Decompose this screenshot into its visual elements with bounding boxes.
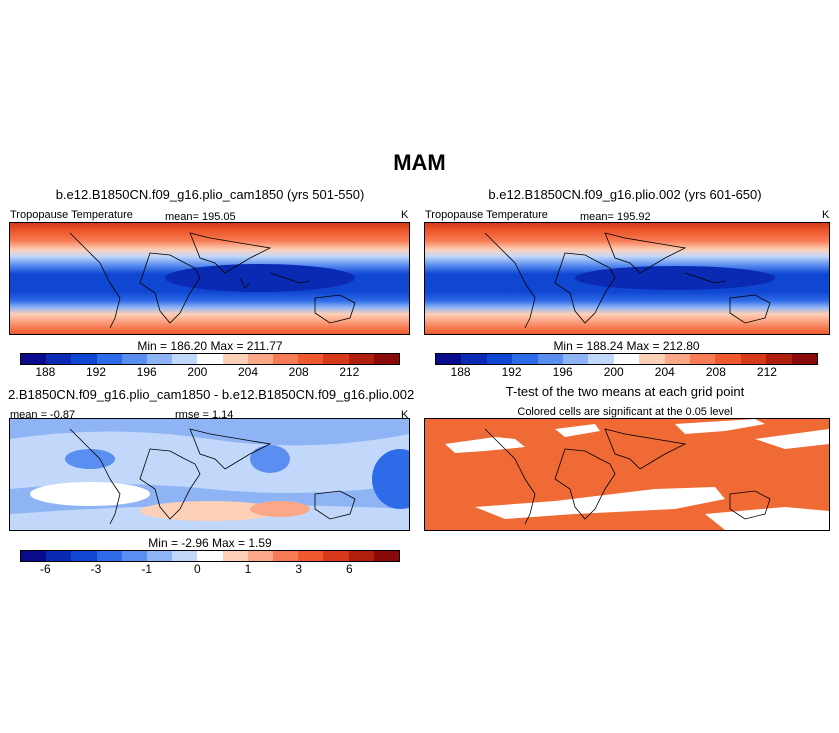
colorbar-tick-label: 192	[501, 365, 522, 379]
colorbar-segment	[197, 551, 223, 561]
colorbar-segment	[46, 551, 72, 561]
colorbar-segment	[740, 354, 767, 364]
colorbar-tick-label: 212	[339, 365, 360, 379]
panel3-title: 2.B1850CN.f09_g16.plio_cam1850 - b.e12.B…	[8, 387, 415, 402]
colorbar-segment	[71, 551, 97, 561]
colorbar-segment	[791, 354, 818, 364]
colorbar-segment	[247, 354, 274, 364]
colorbar-tick-label: 1	[244, 562, 252, 576]
colorbar-segment	[690, 354, 716, 364]
panel4-title: T-test of the two means at each grid poi…	[505, 384, 745, 399]
colorbar-tick-label: 208	[288, 365, 309, 379]
panel1-colorbar	[20, 353, 400, 365]
colorbar-tick-label: -6	[39, 562, 51, 576]
colorbar-tick-label: 3	[295, 562, 302, 576]
colorbar-segment	[323, 354, 349, 364]
colorbar-segment	[21, 551, 47, 561]
colorbar-tick-label: -3	[90, 562, 102, 576]
colorbar-segment	[348, 551, 374, 561]
colorbar-segment	[348, 354, 374, 364]
colorbar-segment	[96, 551, 122, 561]
colorbar-tick-label: 204	[237, 365, 259, 379]
colorbar-segment	[247, 551, 274, 561]
colorbar-tick-label: 188	[450, 365, 471, 379]
panel2-mean-label: mean= 195.92	[580, 211, 651, 223]
colorbar-segment	[436, 354, 462, 364]
colorbar-segment	[273, 551, 299, 561]
colorbar-segment	[715, 354, 741, 364]
colorbar-segment	[512, 354, 538, 364]
panel3-stats: Min = -2.96 Max = 1.59	[148, 536, 272, 550]
colorbar-tick-label: 192	[85, 365, 107, 379]
panel3-unit-label: K	[401, 409, 409, 421]
panel4-subtitle: Colored cells are significant at the 0.0…	[517, 406, 733, 418]
colorbar-segment	[664, 354, 691, 364]
colorbar-tick-label: -1	[141, 562, 152, 576]
panel2-variable-label: Tropopause Temperature	[425, 209, 548, 221]
colorbar-segment	[172, 354, 198, 364]
colorbar-segment	[298, 551, 324, 561]
panel2-unit-label: K	[822, 209, 830, 221]
colorbar-segment	[461, 354, 487, 364]
panel3-colorbar-labels: -6 -3 -1 0 1 3 6	[20, 562, 400, 576]
panel3-colorbar	[20, 550, 400, 562]
colorbar-segment	[373, 354, 400, 364]
panel2-colorbar-labels: 188 192 196 200 204 208 212	[435, 365, 818, 379]
colorbar-segment	[46, 354, 72, 364]
panel2-stats: Min = 188.24 Max = 212.80	[553, 339, 700, 353]
colorbar-tick-label: 204	[654, 365, 675, 379]
colorbar-segment	[298, 354, 324, 364]
colorbar-tick-label: 0	[193, 562, 201, 576]
colorbar-segment	[222, 551, 248, 561]
panel1-colorbar-labels: 188 192 196 200 204 208 212	[20, 365, 400, 379]
colorbar-tick-label: 188	[35, 365, 56, 379]
colorbar-segment	[197, 354, 223, 364]
colorbar-segment	[147, 551, 173, 561]
colorbar-segment	[486, 354, 513, 364]
colorbar-segment	[639, 354, 665, 364]
panel4-map	[424, 418, 830, 531]
colorbar-segment	[121, 551, 148, 561]
colorbar-segment	[766, 354, 792, 364]
colorbar-segment	[96, 354, 122, 364]
panel1-mean-label: mean= 195.05	[165, 211, 236, 223]
colorbar-tick-label: 200	[603, 365, 624, 379]
colorbar-tick-label: 212	[756, 365, 777, 379]
panel1-variable-label: Tropopause Temperature	[10, 209, 133, 221]
colorbar-segment	[273, 354, 299, 364]
colorbar-tick-label: 196	[136, 365, 157, 379]
colorbar-tick-label: 196	[552, 365, 573, 379]
colorbar-segment	[121, 354, 148, 364]
panel1-title: b.e12.B1850CN.f09_g16.plio_cam1850 (yrs …	[55, 187, 365, 202]
colorbar-segment	[323, 551, 349, 561]
panel2-map	[424, 222, 830, 335]
colorbar-segment	[613, 354, 640, 364]
colorbar-segment	[21, 354, 47, 364]
colorbar-tick-label: 208	[705, 365, 726, 379]
colorbar-segment	[373, 551, 400, 561]
colorbar-tick-label: 6	[345, 562, 353, 576]
panel3-map	[9, 418, 410, 531]
colorbar-segment	[172, 551, 198, 561]
colorbar-segment	[147, 354, 173, 364]
colorbar-segment	[71, 354, 97, 364]
colorbar-tick-label: 200	[187, 365, 208, 379]
colorbar-segment	[563, 354, 589, 364]
colorbar-segment	[222, 354, 248, 364]
panel2-title: b.e12.B1850CN.f09_g16.plio.002 (yrs 601-…	[488, 187, 762, 202]
panel1-map	[9, 222, 410, 335]
colorbar-segment	[537, 354, 564, 364]
figure-title: MAM	[393, 150, 446, 175]
panel1-unit-label: K	[401, 209, 409, 221]
panel2-colorbar	[435, 353, 818, 365]
colorbar-segment	[588, 354, 614, 364]
panel1-stats: Min = 186.20 Max = 211.77	[137, 339, 283, 353]
